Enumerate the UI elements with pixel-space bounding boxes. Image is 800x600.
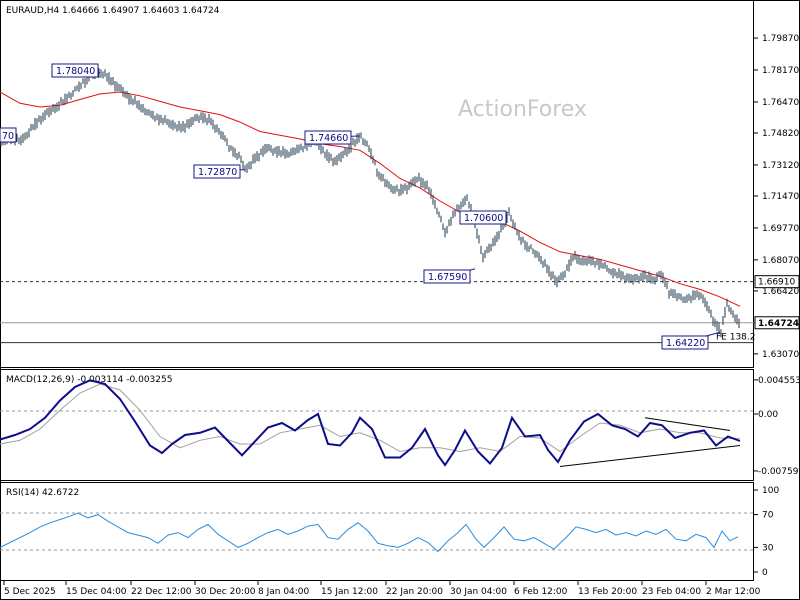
price-axis: 1.79870 1.78170 1.76470 1.74820 1.73120 1.714… <box>754 34 799 360</box>
macd-tick-label: -0.007593 <box>758 467 800 477</box>
price-tick-label: 1.66420 <box>762 287 799 297</box>
price-tick-label: 1.63070 <box>762 350 799 360</box>
partial-price-label-box <box>0 127 17 143</box>
price-panel: EURAUD,H4 1.64666 1.64907 1.64603 1.6472… <box>0 0 800 368</box>
price-tick-label: 1.68070 <box>762 256 799 266</box>
date-tick-label: 22 Dec 12:00 <box>131 587 192 597</box>
price-label: 1.64220 <box>666 338 705 349</box>
price-label: 1.67590 <box>428 272 467 283</box>
rsi-tick-label: 30 <box>762 543 774 553</box>
date-tick-label: 23 Feb 04:00 <box>642 587 701 597</box>
macd-tick-label: 0.00 <box>758 410 778 420</box>
partial-price-label: 70 <box>2 131 14 142</box>
price-tick-label: 1.74820 <box>762 129 799 139</box>
date-axis: 5 Dec 2025 15 Dec 04:00 22 Dec 12:00 30 Dec… <box>3 581 761 597</box>
rsi-panel: RSI(14) 42.6722 100 70 30 0 <box>0 482 779 581</box>
rsi-tick-label: 100 <box>762 486 779 496</box>
price-tick-label: 1.78170 <box>762 66 799 76</box>
macd-panel: MACD(12,26,9) -0.003114 -0.003255 0.0045… <box>0 369 800 481</box>
date-tick-label: 2 Mar 12:00 <box>706 587 761 597</box>
price-tick-label: 1.69770 <box>762 224 799 234</box>
date-tick-label: 5 Dec 2025 <box>4 587 56 597</box>
macd-trendline <box>559 445 741 467</box>
macd-axis: 0.004553 0.00 -0.007593 <box>754 376 800 477</box>
date-tick-label: 15 Jan 12:00 <box>321 587 378 597</box>
macd-tick-label: 0.004553 <box>758 376 800 386</box>
horizontal-level-value: 1.66910 <box>758 278 795 288</box>
watermark: ActionForex <box>458 97 587 122</box>
price-label: 1.78040 <box>56 66 95 77</box>
current-price-marker <box>754 316 800 330</box>
price-tick-label: 1.76470 <box>762 98 799 108</box>
price-label: 1.70600 <box>464 213 503 224</box>
date-tick-label: 8 Jan 04:00 <box>258 587 310 597</box>
price-label: 1.72870 <box>198 167 237 178</box>
macd-signal-line <box>0 383 741 453</box>
current-price-value: 1.64724 <box>758 319 799 329</box>
date-tick-label: 22 Jan 20:00 <box>386 587 443 597</box>
fe-level-label: FE 138.2 <box>716 333 756 343</box>
price-label-box <box>423 269 471 284</box>
rsi-axis: 100 70 30 0 <box>754 486 779 578</box>
rsi-tick-label: 0 <box>762 568 768 578</box>
price-tick-label: 1.79870 <box>762 34 799 44</box>
price-header: EURAUD,H4 1.64666 1.64907 1.64603 1.6472… <box>6 6 220 16</box>
price-label-box <box>193 164 241 179</box>
price-label-box <box>459 210 507 225</box>
macd-trendline <box>644 417 731 431</box>
price-tick-label: 1.71470 <box>762 192 799 202</box>
rsi-header: RSI(14) 42.6722 <box>6 488 79 498</box>
date-tick-label: 6 Feb 12:00 <box>514 587 568 597</box>
price-tick-label: 1.73120 <box>762 161 799 171</box>
price-label: 1.74660 <box>309 133 348 144</box>
rsi-tick-label: 70 <box>762 511 774 521</box>
date-tick-label: 13 Feb 20:00 <box>578 587 637 597</box>
horizontal-level-marker <box>754 275 800 289</box>
price-label-box <box>51 63 99 78</box>
rsi-line <box>0 512 739 553</box>
price-labels: 1.78040 1.72870 1.74660 1.70600 1.67590 1.642… <box>51 63 721 350</box>
macd-trendlines <box>559 417 741 467</box>
price-label-box <box>661 335 709 350</box>
price-label-box <box>304 130 352 145</box>
date-tick-label: 30 Dec 20:00 <box>195 587 256 597</box>
date-tick-label: 15 Dec 04:00 <box>66 587 127 597</box>
date-tick-label: 30 Jan 04:00 <box>450 587 507 597</box>
macd-line <box>0 379 741 467</box>
